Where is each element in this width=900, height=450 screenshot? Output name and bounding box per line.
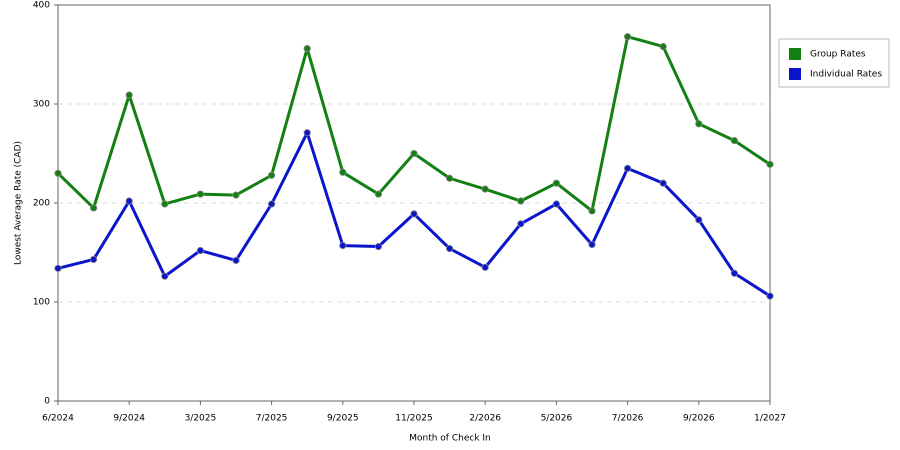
data-point xyxy=(339,168,347,176)
data-point xyxy=(161,272,169,280)
y-tick-label: 0 xyxy=(44,397,50,407)
data-point xyxy=(267,200,276,208)
data-point xyxy=(695,120,703,128)
data-point xyxy=(445,174,454,182)
data-point xyxy=(730,269,739,277)
data-point xyxy=(410,210,418,218)
data-point xyxy=(232,191,240,199)
x-tick-label: 9/2025 xyxy=(327,414,359,424)
y-tick-label: 300 xyxy=(33,100,50,110)
data-point xyxy=(623,33,632,41)
x-tick-label: 9/2024 xyxy=(113,414,145,424)
y-tick-label: 200 xyxy=(33,199,50,209)
data-point xyxy=(54,264,62,272)
x-tick-label: 2/2026 xyxy=(469,414,501,424)
y-axis-label: Lowest Average Rate (CAD) xyxy=(14,141,24,265)
x-tick-label: 5/2026 xyxy=(541,414,573,424)
data-point xyxy=(766,292,774,300)
x-tick-label: 7/2025 xyxy=(256,414,288,424)
x-tick-label: 7/2026 xyxy=(612,414,644,424)
legend-swatch xyxy=(789,68,801,80)
data-point xyxy=(54,169,62,177)
data-point xyxy=(125,91,133,99)
data-point xyxy=(517,197,525,205)
data-point xyxy=(161,200,169,208)
data-point xyxy=(552,200,561,208)
data-point xyxy=(659,179,667,187)
y-tick-label: 400 xyxy=(33,1,50,11)
data-point xyxy=(481,263,489,271)
data-point xyxy=(766,160,774,168)
data-point xyxy=(303,129,311,137)
data-point xyxy=(303,44,311,53)
data-point xyxy=(588,207,596,215)
data-point xyxy=(90,255,98,264)
data-point xyxy=(125,197,133,205)
x-axis-label: Month of Check In xyxy=(409,434,491,444)
data-point xyxy=(374,242,382,251)
data-point xyxy=(196,190,204,198)
x-tick-label: 6/2024 xyxy=(42,414,74,424)
x-tick-label: 11/2025 xyxy=(395,414,432,424)
data-point xyxy=(730,137,739,145)
data-point xyxy=(695,216,703,224)
data-point xyxy=(588,240,596,249)
data-point xyxy=(90,204,98,212)
data-point xyxy=(232,256,240,265)
data-point xyxy=(552,179,561,187)
data-point xyxy=(267,171,276,179)
data-point xyxy=(339,241,347,250)
x-tick-label: 3/2025 xyxy=(185,414,217,424)
data-point xyxy=(623,164,632,172)
y-tick-label: 100 xyxy=(33,298,50,308)
x-tick-label: 1/2027 xyxy=(754,414,786,424)
data-point xyxy=(659,42,667,51)
legend-label: Individual Rates xyxy=(810,70,882,80)
data-point xyxy=(374,190,382,198)
x-tick-label: 9/2026 xyxy=(683,414,715,424)
legend-label: Group Rates xyxy=(810,50,866,60)
data-point xyxy=(481,185,489,193)
data-point xyxy=(410,149,418,158)
legend-swatch xyxy=(789,48,801,60)
data-point xyxy=(445,244,454,253)
data-point xyxy=(517,220,525,228)
data-point xyxy=(196,246,204,255)
